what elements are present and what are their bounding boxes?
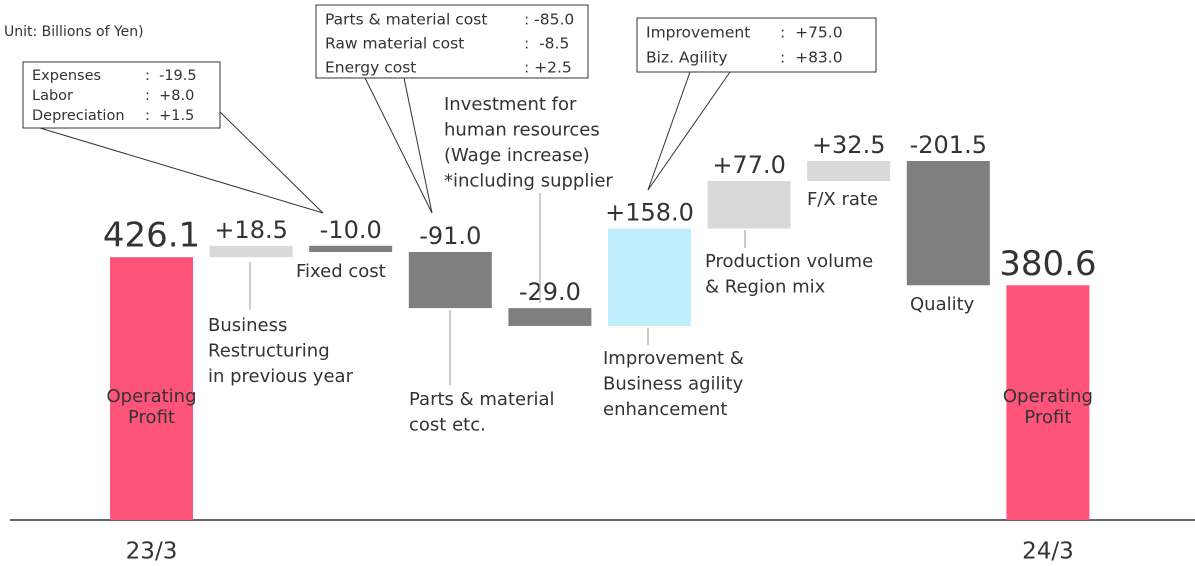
value-label: +77.0 xyxy=(712,151,786,179)
callout-value: : -8.5 xyxy=(524,35,569,53)
category-label: & Region mix xyxy=(705,277,826,298)
category-label: Profit xyxy=(1024,407,1071,428)
period-label: 23/3 xyxy=(126,539,178,565)
category-label: Fixed cost xyxy=(296,261,386,282)
callout-pointer xyxy=(403,77,433,214)
callout-value: : -19.5 xyxy=(145,68,197,84)
bar xyxy=(807,161,891,182)
callout-label: Improvement xyxy=(646,24,750,42)
category-label: Investment for xyxy=(444,94,577,115)
callout-value: : -85.0 xyxy=(524,11,574,29)
callout-box xyxy=(636,17,877,73)
callout-label: Energy cost xyxy=(325,59,416,77)
value-label: +158.0 xyxy=(605,199,694,227)
value-label: -201.5 xyxy=(910,131,987,159)
category-label: Restructuring xyxy=(208,341,330,362)
value-label: -29.0 xyxy=(519,278,581,306)
callout-value: : +1.5 xyxy=(145,108,194,124)
category-label: Business xyxy=(208,315,287,336)
callout-label: Biz. Agility xyxy=(646,49,728,67)
value-label: -91.0 xyxy=(419,222,481,250)
callout-value: : +75.0 xyxy=(780,24,843,42)
value-label: 380.6 xyxy=(999,244,1096,284)
period-label: 24/3 xyxy=(1022,539,1074,565)
callout-value: : +2.5 xyxy=(524,59,572,77)
category-label: Production volume xyxy=(705,251,873,272)
category-label: in previous year xyxy=(208,366,354,387)
bar xyxy=(707,181,791,229)
category-label: Quality xyxy=(910,294,975,315)
value-label: +32.5 xyxy=(812,131,886,159)
callout-label: Expenses xyxy=(32,68,101,84)
category-label: cost etc. xyxy=(409,415,486,436)
callout-value: : +83.0 xyxy=(780,49,843,67)
callout-label: Labor xyxy=(32,88,73,104)
category-label: Operating xyxy=(107,386,197,407)
callout-label: Raw material cost xyxy=(325,35,464,53)
value-label: +18.5 xyxy=(214,216,288,244)
callout-pointer xyxy=(647,71,691,191)
category-label: human resources xyxy=(444,120,600,141)
value-label: 426.1 xyxy=(103,216,200,256)
bar xyxy=(209,245,293,258)
bar xyxy=(110,257,193,520)
callout-box xyxy=(22,61,221,129)
callout-pointer xyxy=(647,71,731,191)
value-label: -10.0 xyxy=(320,216,382,244)
bar xyxy=(408,251,492,309)
callout-label: Parts & material cost xyxy=(325,11,487,29)
bar xyxy=(906,161,990,286)
category-label: enhancement xyxy=(603,399,727,420)
callout-pointer xyxy=(219,111,324,214)
bar xyxy=(1006,285,1090,520)
callout-pointer xyxy=(39,127,324,214)
category-label: Profit xyxy=(128,407,175,428)
callout-value: : +8.0 xyxy=(145,88,194,104)
bar xyxy=(608,228,691,326)
category-label: F/X rate xyxy=(807,189,878,210)
bar xyxy=(508,308,592,326)
category-label: Business agility xyxy=(603,374,744,395)
category-label: (Wage increase) xyxy=(444,145,590,166)
unit-note: Unit: Billions of Yen) xyxy=(4,24,144,40)
category-label: Operating xyxy=(1003,386,1093,407)
callout-label: Depreciation xyxy=(32,108,125,124)
bar xyxy=(309,245,393,252)
callout-pointer xyxy=(364,77,433,214)
category-label: Improvement & xyxy=(603,348,744,369)
category-label: Parts & material xyxy=(409,389,555,410)
callout-box xyxy=(315,4,589,79)
category-label: *including supplier xyxy=(444,171,613,192)
